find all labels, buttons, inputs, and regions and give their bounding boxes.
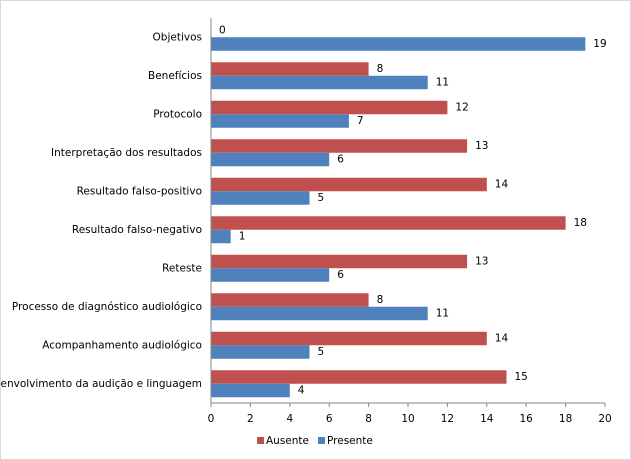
- bar: [211, 268, 330, 282]
- data-label: 1: [239, 231, 246, 243]
- data-label: 19: [593, 38, 606, 50]
- data-label: 7: [357, 115, 364, 127]
- y-tick-label: Resultado falso-positivo: [77, 185, 202, 197]
- y-tick-label: Resultado falso-negativo: [72, 224, 202, 236]
- data-label: 18: [574, 217, 587, 229]
- bar: [211, 191, 310, 205]
- y-tick-label: Benefícios: [148, 70, 202, 82]
- data-label: 11: [436, 77, 449, 89]
- data-label: 11: [436, 308, 449, 320]
- bar: [211, 139, 468, 153]
- data-label: 5: [318, 346, 325, 358]
- y-tick-label: Objetivos: [153, 31, 202, 43]
- bar: [211, 370, 507, 384]
- data-label: 8: [377, 294, 384, 306]
- bar: [211, 75, 428, 90]
- bar: [211, 383, 290, 398]
- data-label: 0: [219, 25, 226, 37]
- y-tick-label: Protocolo: [153, 108, 202, 120]
- bar: [211, 177, 487, 192]
- data-label: 5: [318, 192, 325, 204]
- data-label: 14: [495, 333, 509, 345]
- bar: [211, 306, 428, 321]
- y-tick-label: Interpretação dos resultados: [51, 147, 202, 159]
- bar: [211, 216, 566, 230]
- data-label: 4: [298, 385, 305, 397]
- x-tick-label: 18: [559, 413, 572, 425]
- data-label: 6: [337, 269, 344, 281]
- data-label: 12: [455, 102, 468, 114]
- y-tick-label: Reteste: [162, 262, 202, 274]
- y-tick-label: Acompanhamento audiológico: [42, 339, 202, 351]
- data-label: 13: [475, 256, 488, 268]
- x-tick-label: 8: [365, 413, 372, 425]
- bar: [211, 293, 369, 307]
- legend-swatch: [257, 437, 264, 444]
- legend-label: Ausente: [266, 435, 309, 447]
- bar: [211, 229, 231, 244]
- x-tick-label: 12: [441, 413, 454, 425]
- x-tick-label: 6: [326, 413, 333, 425]
- legend-swatch: [318, 437, 325, 444]
- x-tick-label: 14: [480, 413, 494, 425]
- bar: [211, 152, 330, 167]
- y-tick-label: Desenvolvimento da audição e linguagem: [0, 378, 202, 390]
- x-tick-label: 0: [208, 413, 215, 425]
- x-tick-label: 10: [401, 413, 414, 425]
- data-label: 6: [337, 154, 344, 166]
- bar: [211, 37, 586, 51]
- data-label: 14: [495, 179, 509, 191]
- x-tick-label: 4: [286, 413, 293, 425]
- bar: [211, 331, 487, 346]
- x-tick-label: 16: [520, 413, 534, 425]
- bar: [211, 62, 369, 76]
- legend-label: Presente: [327, 435, 373, 447]
- bar: [211, 254, 468, 269]
- x-tick-label: 20: [598, 413, 611, 425]
- bar: [211, 114, 349, 128]
- y-tick-label: Processo de diagnóstico audiológico: [12, 301, 202, 313]
- bar: [211, 100, 448, 115]
- data-label: 8: [377, 63, 384, 75]
- x-tick-label: 2: [247, 413, 254, 425]
- bar: [211, 345, 310, 359]
- data-label: 13: [475, 140, 488, 152]
- data-label: 15: [515, 371, 528, 383]
